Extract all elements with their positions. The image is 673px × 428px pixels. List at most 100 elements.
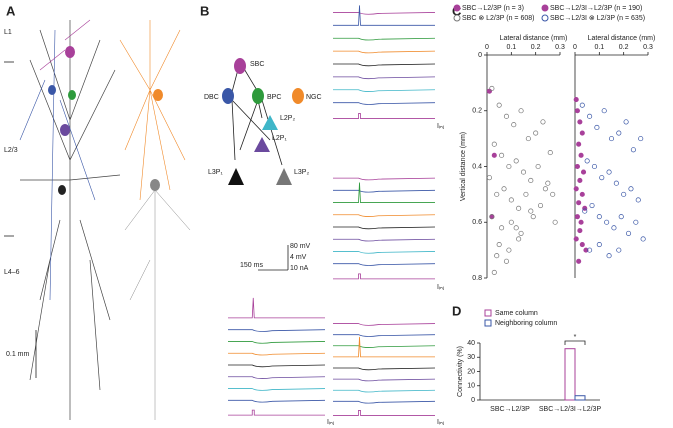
point [577, 228, 583, 234]
trace [333, 238, 436, 242]
panel-label: A [6, 3, 16, 18]
point [494, 191, 500, 197]
trace [228, 364, 326, 368]
point [491, 269, 497, 275]
x-tick-label: 0 [485, 44, 489, 51]
point [618, 214, 624, 220]
trace [228, 409, 325, 416]
trace [333, 345, 436, 348]
point [486, 175, 492, 181]
point [616, 247, 622, 253]
point [550, 191, 556, 197]
trace [333, 273, 435, 280]
point [621, 191, 627, 197]
trace [333, 214, 436, 217]
point [552, 219, 558, 225]
cell-label: L3P₂ [294, 169, 309, 176]
point [599, 175, 605, 181]
trace [333, 182, 435, 203]
trace [333, 378, 436, 382]
y-tick-label: 0.6 [472, 219, 482, 226]
point [579, 242, 585, 248]
point [579, 102, 585, 108]
point [523, 191, 529, 197]
point [601, 108, 607, 114]
point [506, 163, 512, 170]
point [583, 247, 589, 253]
cell-label: L3P₁ [208, 169, 223, 176]
legend-label: Same column [495, 310, 538, 317]
y-tick-label: 10 [467, 383, 475, 390]
point [589, 202, 595, 209]
trace [333, 37, 436, 41]
x-tick-label: 0 [573, 44, 577, 51]
legend-marker [453, 4, 461, 12]
point [516, 205, 522, 211]
scale-label: 0.1 mm [6, 351, 30, 358]
current-label: Iᵢₙⱼ [437, 284, 444, 291]
point [542, 186, 548, 192]
current-label: Iᵢₙⱼ [437, 419, 444, 426]
significance-bracket [564, 340, 586, 345]
point [491, 152, 497, 158]
layer-label: L4–6 [4, 269, 20, 276]
point [537, 202, 544, 209]
trace [228, 352, 326, 356]
panel-label: B [200, 3, 209, 18]
trace [228, 329, 326, 332]
point [533, 130, 539, 136]
point [579, 130, 585, 136]
point [633, 219, 639, 225]
cell-label: SBC [250, 61, 264, 68]
scale-label: 10 nA [290, 265, 309, 272]
trace [333, 50, 436, 54]
point [628, 186, 634, 192]
point [530, 214, 536, 220]
y-axis-label: Connectivity (%) [457, 346, 464, 397]
scale-label: 80 mV [290, 243, 311, 250]
point [574, 108, 580, 114]
x-tick-label: 0.3 [643, 44, 653, 51]
legend-label: Neighboring column [495, 320, 557, 327]
layer-label: L1 [4, 29, 12, 36]
trace [333, 226, 436, 230]
x-tick-label: 0.2 [531, 44, 541, 51]
trace [228, 399, 326, 403]
point [545, 180, 551, 186]
point [491, 141, 497, 147]
legend-marker [541, 14, 549, 22]
point [518, 108, 524, 114]
trace [333, 410, 435, 416]
bar [564, 348, 576, 401]
y-tick-label: 0.4 [472, 163, 482, 170]
y-tick-label: 20 [467, 368, 475, 375]
point [576, 200, 582, 206]
trace [333, 334, 436, 337]
x-tick-label: 0.2 [619, 44, 629, 51]
cell-label: BPC [267, 94, 281, 101]
trace [333, 189, 436, 193]
point [616, 130, 622, 136]
y-tick-label: 30 [467, 354, 475, 361]
point [501, 186, 507, 192]
point [516, 236, 522, 242]
legend-label: SBC→L2/3I ⊗ L2/3P (n = 635) [550, 15, 645, 22]
point [489, 214, 495, 220]
trace [333, 263, 436, 266]
point [489, 85, 495, 92]
legend-label: SBC→L2/3P (n = 3) [462, 5, 524, 12]
point [494, 253, 500, 259]
point [578, 219, 584, 225]
point [584, 158, 590, 164]
point [508, 219, 514, 225]
trace [333, 63, 436, 67]
point [578, 152, 584, 158]
point [518, 230, 524, 236]
point [576, 258, 582, 264]
x-tick-label: 0.1 [506, 44, 516, 51]
trace [333, 177, 436, 181]
point [613, 180, 619, 186]
point [503, 258, 510, 264]
point [513, 158, 519, 164]
